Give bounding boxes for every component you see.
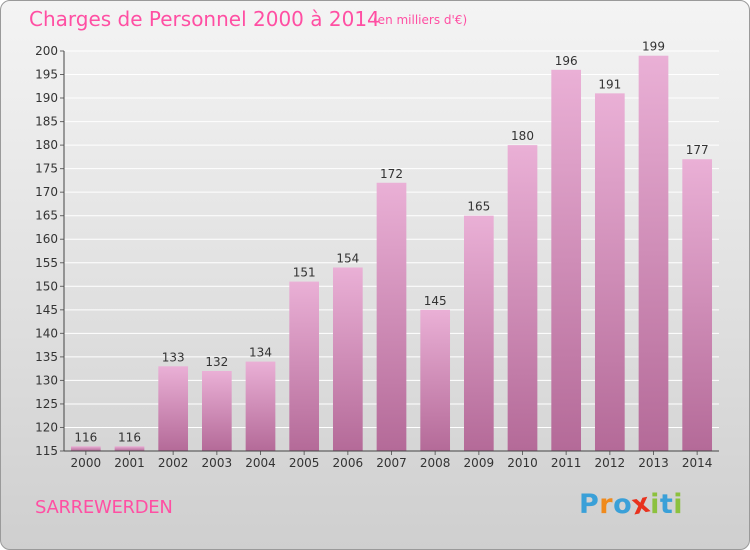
bar-2007 [376,182,407,451]
brand-letter: P [579,489,600,520]
x-tick-label: 2014 [682,456,713,470]
brand-logo: Proxiti [579,487,684,521]
x-tick-label: 2007 [376,456,407,470]
y-tick-label: 115 [35,444,58,458]
value-label: 134 [249,346,272,360]
y-tick-label: 165 [35,209,58,223]
y-tick-label: 175 [35,162,58,176]
value-labels: 116 116 133 132 134 151 154 172 145 165 180 196 191 1… [74,40,708,445]
x-tick-label: 2011 [551,456,582,470]
value-label: 196 [555,54,578,68]
y-tick-label: 195 [35,68,58,82]
brand-letter: o [613,489,633,520]
value-label: 165 [467,200,490,214]
bar-2001 [114,446,145,451]
bar-2004 [245,361,276,451]
x-tick-label: 2013 [638,456,669,470]
value-label: 180 [511,129,534,143]
brand-letter: i [673,489,684,520]
x-tick-label: 2001 [114,456,145,470]
y-axis-ticks: 115 120 125 130 135 140 145 150 155 160 165 170 175 1… [35,44,64,458]
bar-2003 [201,371,232,451]
chart-subtitle: (en milliers d'€) [373,13,468,27]
y-tick-label: 150 [35,279,58,293]
value-label: 151 [293,266,316,280]
bar-2002 [158,366,189,451]
bar-2005 [289,281,320,451]
y-tick-label: 135 [35,350,58,364]
bar-2000 [70,446,101,451]
x-axis-ticks: 2000 2001 2002 2003 2004 2005 2006 2007 2008 2009… [71,451,713,470]
y-tick-label: 120 [35,420,58,434]
y-tick-label: 185 [35,115,58,129]
value-label: 199 [642,40,665,54]
value-label: 172 [380,167,403,181]
bar-2008 [420,309,451,451]
x-tick-label: 2002 [158,456,189,470]
brand-letter: i [650,489,660,520]
chart-title: Charges de Personnel 2000 à 2014 [29,7,380,31]
y-tick-label: 140 [35,326,58,340]
x-tick-label: 2000 [71,456,102,470]
y-tick-label: 155 [35,256,58,270]
bars [70,55,713,452]
x-tick-label: 2003 [202,456,233,470]
bar-2006 [332,267,363,451]
value-label: 177 [686,143,709,157]
brand-letter: r [599,489,614,520]
y-tick-label: 190 [35,91,58,105]
brand-letter: t [659,489,674,520]
x-tick-label: 2006 [333,456,364,470]
x-tick-label: 2009 [464,456,495,470]
y-tick-label: 170 [35,185,58,199]
y-tick-label: 180 [35,138,58,152]
x-tick-label: 2008 [420,456,451,470]
bar-2012 [594,93,625,452]
x-tick-label: 2004 [245,456,276,470]
bar-2014 [682,159,713,451]
bar-2009 [463,215,494,451]
city-name: SARREWERDEN [35,497,173,518]
y-tick-label: 130 [35,373,58,387]
x-tick-label: 2010 [507,456,538,470]
x-tick-label: 2005 [289,456,320,470]
value-label: 154 [336,251,359,265]
bar-2013 [638,55,669,452]
x-tick-label: 2012 [595,456,626,470]
value-label: 133 [162,350,185,364]
value-label: 191 [598,77,621,91]
bar-2011 [551,69,582,451]
y-tick-label: 125 [35,397,58,411]
y-tick-label: 160 [35,232,58,246]
y-tick-label: 145 [35,303,58,317]
y-tick-label: 200 [35,44,58,58]
value-label: 116 [118,430,141,444]
bar-2010 [507,145,538,451]
value-label: 132 [205,355,228,369]
value-label: 116 [74,430,97,444]
value-label: 145 [424,294,447,308]
